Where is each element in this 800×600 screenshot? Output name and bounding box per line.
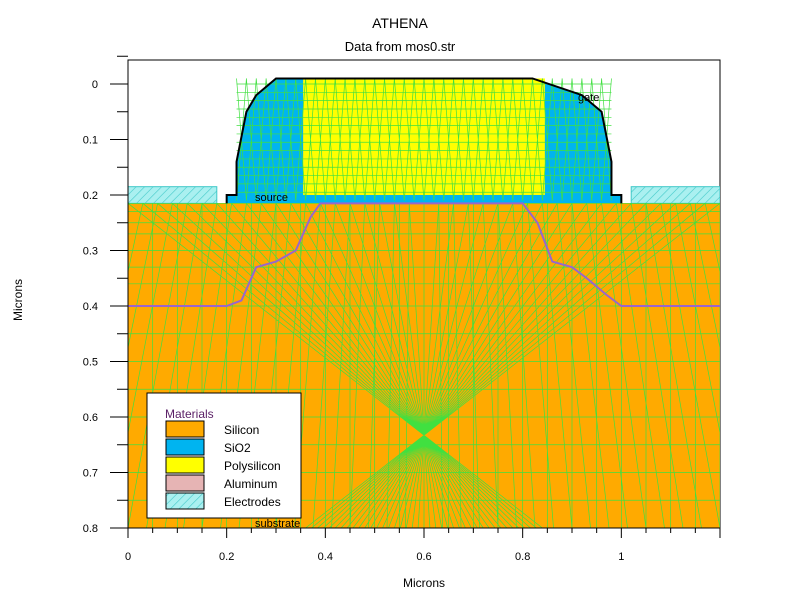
- gate-label: gate: [578, 92, 599, 104]
- legend-item-label: SiO2: [224, 441, 251, 455]
- x-tick-label: 0.6: [416, 551, 431, 563]
- legend-title: Materials: [165, 407, 214, 421]
- x-tick-label: 0.8: [515, 551, 530, 563]
- legend: Materials Silicon SiO2 Polysilicon Aluminum…: [146, 392, 302, 519]
- polysilicon-gate-region: [303, 78, 545, 195]
- legend-swatch: [165, 420, 205, 438]
- x-axis-label: Microns: [403, 576, 445, 590]
- legend-item-label: Silicon: [224, 423, 259, 437]
- legend-swatch: [165, 438, 205, 456]
- x-tick-label: 0.4: [318, 551, 333, 563]
- legend-item-label: Aluminum: [224, 477, 277, 491]
- chart-title: ATHENA: [372, 15, 428, 31]
- x-tick-label: 0: [125, 551, 131, 563]
- structure-outline: [225, 77, 623, 204]
- y-tick-label: 0.6: [83, 412, 98, 424]
- x-axis: 0 0.2 0.4 0.6 0.8 1: [125, 527, 721, 563]
- legend-swatch: [165, 456, 205, 474]
- legend-items: Silicon SiO2 Polysilicon Aluminum Electrodes: [165, 420, 281, 510]
- legend-item-label: Polysilicon: [224, 459, 281, 473]
- y-tick-label: 0.5: [83, 357, 98, 369]
- y-axis-label: Microns: [11, 279, 25, 321]
- y-tick-label: 0.3: [83, 246, 98, 258]
- y-tick-label: 0.8: [83, 523, 98, 535]
- legend-swatch: [165, 474, 205, 492]
- y-tick-label: 0.2: [83, 190, 98, 202]
- y-tick-label: 0.7: [83, 468, 98, 480]
- electrode-right-region: [630, 186, 720, 204]
- region-labels: source gate substrate: [255, 92, 599, 530]
- y-tick-label: 0.4: [83, 301, 98, 313]
- x-tick-label: 0.2: [219, 551, 234, 563]
- electrode-left-region: [128, 186, 218, 204]
- legend-swatch: [165, 492, 205, 510]
- y-tick-label: 0: [92, 79, 98, 91]
- x-tick-label: 1: [618, 551, 624, 563]
- chart-subtitle: Data from mos0.str: [345, 39, 456, 54]
- substrate-label: substrate: [255, 518, 300, 530]
- y-tick-label: 0.1: [83, 135, 98, 147]
- source-label: source: [255, 192, 288, 204]
- legend-item-label: Electrodes: [224, 495, 281, 509]
- junction-line: [128, 202, 720, 307]
- y-axis: 0 0.1 0.2 0.3 0.4 0.5 0.6 0.7 0.8: [83, 55, 129, 535]
